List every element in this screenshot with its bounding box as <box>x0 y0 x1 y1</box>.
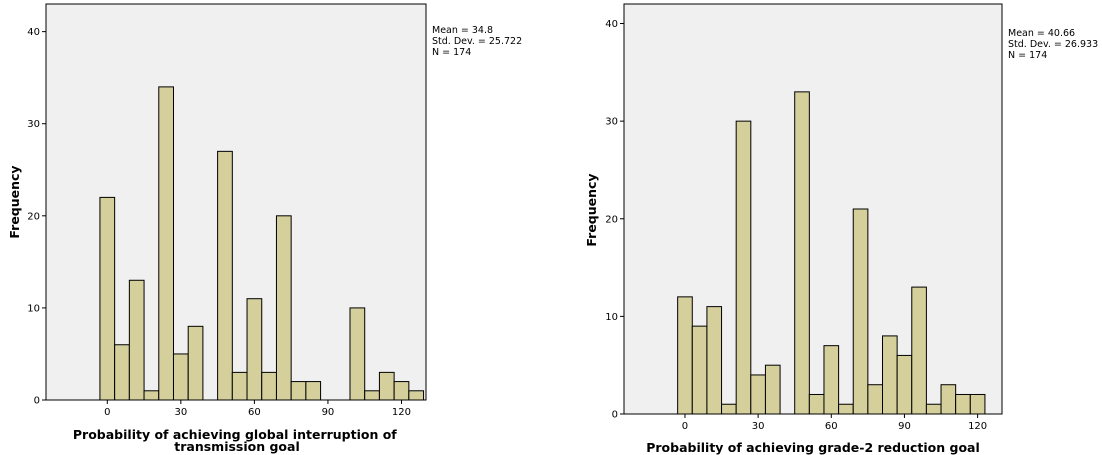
x-tick-label: 90 <box>322 407 335 418</box>
x-axis-right: 0 30 60 90 120 <box>682 414 987 432</box>
y-tick-label: 10 <box>605 312 618 323</box>
bar <box>276 216 291 400</box>
bar <box>115 345 130 400</box>
bar <box>722 404 737 414</box>
bar <box>912 287 927 414</box>
bar <box>765 365 780 414</box>
bar <box>883 336 898 414</box>
x-tick-label: 30 <box>174 407 187 418</box>
x-tick-label: 60 <box>248 407 261 418</box>
histogram-panel-left: 0 10 20 30 40 0 30 60 90 120 Frequency Probabili… <box>7 4 525 454</box>
x-tick-label: 90 <box>898 421 911 432</box>
y-tick-label: 40 <box>605 19 618 30</box>
bar <box>365 391 380 400</box>
x-axis-label-left: Probability of achieving global interrup… <box>73 427 401 454</box>
bar <box>707 307 722 414</box>
bar <box>159 87 174 400</box>
bar <box>839 404 854 414</box>
stat-sd-right: Std. Dev. = 26.933 <box>1008 39 1098 50</box>
bar <box>736 121 751 414</box>
stat-mean-left: Mean = 34.8 <box>432 25 493 36</box>
bar <box>941 385 956 414</box>
y-tick-label: 20 <box>27 211 40 222</box>
bar <box>853 209 868 414</box>
bar <box>379 372 394 400</box>
bar <box>956 394 971 414</box>
bar <box>188 326 203 400</box>
y-tick-label: 0 <box>34 396 40 407</box>
bar <box>394 382 409 400</box>
bar <box>350 308 365 400</box>
y-tick-label: 10 <box>27 303 40 314</box>
y-axis-label-right: Frequency <box>584 173 599 246</box>
x-tick-label: 0 <box>682 421 688 432</box>
x-tick-label: 60 <box>825 421 838 432</box>
y-tick-label: 0 <box>612 410 618 421</box>
stat-n-left: N = 174 <box>432 47 471 58</box>
bar <box>129 280 144 400</box>
y-axis-right: 0 10 20 30 40 <box>605 19 624 420</box>
y-axis-label-left: Frequency <box>7 165 22 238</box>
histogram-panel-right: 0 10 20 30 40 0 30 60 90 120 Frequency Probabili… <box>584 4 1101 455</box>
x-axis-label-right: Probability of achieving grade-2 reducti… <box>646 440 980 455</box>
x-axis-label-right-line1: Probability of achieving grade-2 reducti… <box>646 440 980 455</box>
bar <box>144 391 159 400</box>
bar <box>173 354 188 400</box>
bar <box>692 326 707 414</box>
y-tick-label: 20 <box>605 214 618 225</box>
x-tick-label: 0 <box>104 407 110 418</box>
bar <box>926 404 941 414</box>
y-tick-label: 30 <box>605 117 618 128</box>
bar <box>868 385 883 414</box>
bar <box>970 394 985 414</box>
stats-right: Mean = 40.66 Std. Dev. = 26.933 N = 174 <box>1008 28 1101 61</box>
bar <box>678 297 693 414</box>
bar <box>897 355 912 414</box>
bar <box>409 391 424 400</box>
x-axis-left: 0 30 60 90 120 <box>104 400 411 418</box>
y-tick-label: 30 <box>27 119 40 130</box>
bar <box>809 394 824 414</box>
stat-n-right: N = 174 <box>1008 50 1047 61</box>
x-tick-label: 120 <box>392 407 411 418</box>
x-axis-label-left-line2: transmission goal <box>174 439 299 454</box>
stats-left: Mean = 34.8 Std. Dev. = 25.722 N = 174 <box>432 25 525 58</box>
stat-sd-left: Std. Dev. = 25.722 <box>432 36 522 47</box>
y-axis-left: 0 10 20 30 40 <box>27 27 46 406</box>
bar <box>751 375 766 414</box>
bar <box>262 372 277 400</box>
x-tick-label: 120 <box>968 421 987 432</box>
bar <box>232 372 247 400</box>
bar <box>824 346 839 414</box>
bar <box>100 197 115 400</box>
bar <box>306 382 321 400</box>
stat-mean-right: Mean = 40.66 <box>1008 28 1075 39</box>
bar <box>218 151 233 400</box>
bar <box>291 382 306 400</box>
bar <box>247 299 262 400</box>
bar <box>795 92 810 414</box>
y-tick-label: 40 <box>27 27 40 38</box>
x-tick-label: 30 <box>752 421 765 432</box>
